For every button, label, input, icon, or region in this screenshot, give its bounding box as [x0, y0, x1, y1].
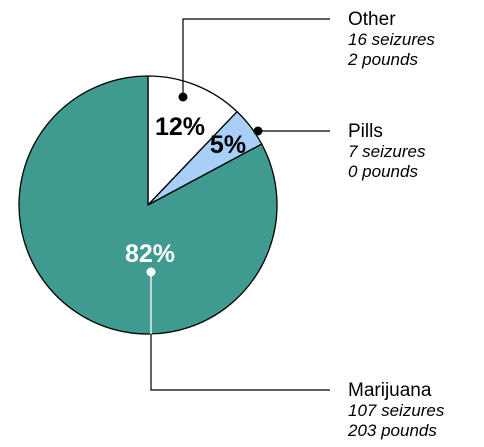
leader-line-other: [182, 18, 330, 97]
legend-seizures-pills: 7 seizures: [348, 142, 426, 161]
legend-pounds-other: 2 pounds: [347, 50, 418, 69]
legend-pounds-marijuana: 203 pounds: [347, 421, 437, 440]
percent-label-other: 12%: [155, 113, 205, 141]
legend-name-pills: Pills: [348, 121, 383, 142]
pie-slice-other: [147, 75, 238, 206]
percent-label-marijuana: 82%: [125, 240, 175, 268]
legend-seizures-marijuana: 107 seizures: [348, 401, 445, 420]
percent-label-pills: 5%: [210, 131, 246, 159]
legend-name-marijuana: Marijuana: [348, 380, 432, 401]
leader-dot-pills: [253, 126, 263, 136]
leader-dot-other: [178, 92, 188, 102]
legend-pounds-pills: 0 pounds: [348, 162, 418, 181]
pie-slice-marijuana: [18, 75, 278, 335]
legend-seizures-other: 16 seizures: [348, 30, 435, 49]
leader-dot-marijuana: [146, 267, 156, 277]
legend-name-other: Other: [348, 9, 396, 30]
